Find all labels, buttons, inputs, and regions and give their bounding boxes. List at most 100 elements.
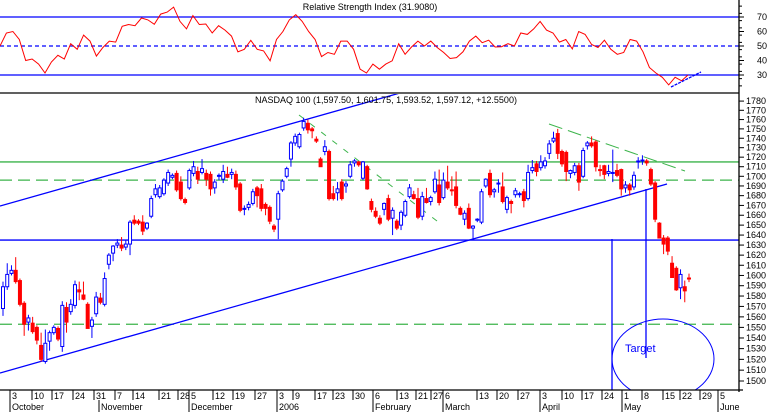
candle-body [373,210,378,217]
candle [98,292,103,305]
candle-body [301,120,306,129]
candle [263,202,268,216]
price-tick-label: 1710 [746,162,766,172]
candle-body [365,166,370,190]
candle [250,188,255,206]
candle [293,133,298,146]
x-day-label: 5 [191,391,196,401]
candle [204,169,209,186]
candle [221,164,226,184]
x-day-label: 24 [604,391,614,401]
candle-body [5,273,10,288]
rsi-line [0,6,689,86]
candle-body [13,269,18,283]
candle-body [538,161,543,169]
candle-body [26,317,31,323]
candle-body [128,221,133,245]
candle-body [441,179,446,199]
candle-body [462,212,467,220]
candle [5,263,10,290]
candle [631,171,636,190]
candle [47,330,52,351]
candle [72,280,77,309]
candle [543,157,548,169]
x-day-label: 27 [433,391,443,401]
candle [593,140,598,172]
x-day-label: 17 [584,391,594,401]
candle [242,205,247,216]
candle [581,147,586,179]
candle [674,266,679,291]
candle [39,332,44,362]
downtrend-line-2 [548,123,686,172]
x-day-label: 15 [665,391,675,401]
candle [462,210,467,226]
x-month-label: 2006 [279,402,299,412]
candle [682,280,687,303]
candle-body [293,135,298,144]
price-tick-label: 1740 [746,133,766,143]
candle-body [394,220,399,229]
candle-body [606,170,611,174]
candle-body [526,171,531,200]
candle-body [140,221,145,232]
candle [403,199,408,218]
candle [305,119,310,134]
candle-body [144,222,149,229]
candle [471,225,476,240]
rsi-title: Relative Strength Index (31.9080) [303,2,438,12]
x-day-label: 8 [644,391,649,401]
candle [344,181,348,193]
price-tick-label: 1530 [746,344,766,354]
candle-body [382,202,387,210]
candle-body [572,165,577,173]
candle-body [420,196,425,217]
candle-body [640,159,645,162]
candle-body [64,306,69,323]
candle [492,187,497,198]
candle [407,184,412,199]
candle [310,127,315,139]
x-day-label: 12 [215,391,225,401]
candle-body [598,169,603,172]
candle [551,131,556,143]
candle-body [610,171,615,174]
candle [526,164,531,201]
price-tick-label: 1660 [746,210,766,220]
candle [509,199,514,214]
candle-body [34,326,39,341]
target-circle [611,318,715,390]
candle [610,149,615,183]
rsi-tick-label: 40 [757,56,767,66]
x-month-label: June [720,402,740,412]
rsi-tick-label: 60 [757,27,767,37]
candle-body [631,174,636,188]
candle-body [589,142,594,147]
candle-body [407,187,412,198]
candle-body [297,134,302,148]
candle-body [47,332,52,342]
candle-body [280,180,285,191]
candle-body [284,168,289,177]
price-tick-label: 1650 [746,220,766,230]
candle [170,173,175,180]
candle-body [267,206,272,222]
candle-body [115,242,120,246]
candle-body [559,150,564,165]
candle-body [81,294,86,300]
x-day-label: 10 [34,391,44,401]
candle-body [17,280,22,305]
candle [89,316,94,338]
candle [432,171,437,194]
candle-body [1,286,5,309]
candle-body [314,138,319,142]
price-tick-label: 1670 [746,200,766,210]
candle [445,165,450,190]
x-day-label: 24 [75,391,85,401]
candle-body [674,267,679,291]
x-day-label: 19 [235,391,245,401]
candle-body [339,181,344,200]
candle-body [517,193,522,196]
candle [399,210,404,231]
x-month-label: October [12,402,44,412]
